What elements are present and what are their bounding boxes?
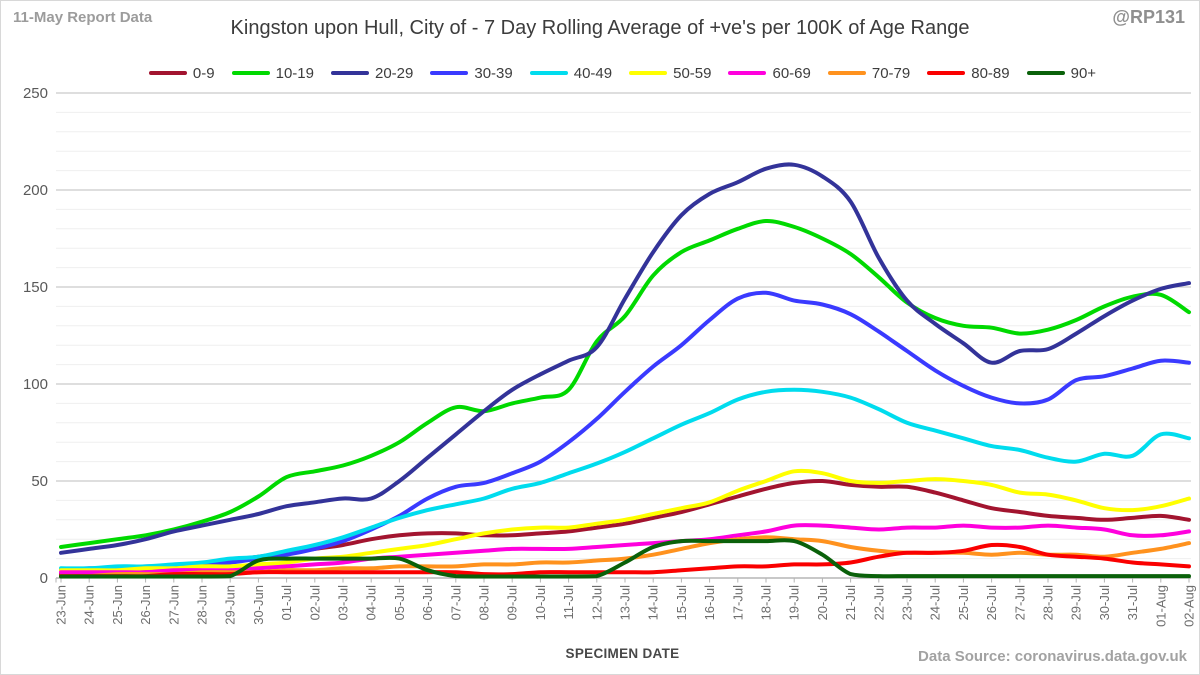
x-tick-label: 13-Jul <box>618 585 633 621</box>
legend-swatch-icon <box>1026 71 1065 75</box>
x-tick-label: 27-Jun <box>166 585 181 625</box>
legend-swatch-icon <box>927 71 966 75</box>
legend-label: 30-39 <box>474 64 513 82</box>
page-title: Kingston upon Hull, City of - 7 Day Roll… <box>230 17 970 39</box>
x-tick-label: 16-Jul <box>702 585 717 621</box>
legend-item-0-9: 0-9 <box>148 64 215 82</box>
legend-swatch-icon <box>231 71 270 75</box>
x-tick-label: 04-Jul <box>364 585 379 621</box>
x-tick-label: 09-Jul <box>505 585 520 621</box>
legend-label: 0-9 <box>192 64 215 82</box>
x-tick-label: 17-Jul <box>730 585 745 621</box>
legend-label: 60-69 <box>772 64 811 82</box>
legend-label: 70-79 <box>871 64 911 82</box>
series-line-10-19 <box>59 218 1191 549</box>
legend-item-70-79: 70-79 <box>827 64 911 82</box>
legend-swatch-icon <box>728 71 767 75</box>
x-tick-label: 26-Jul <box>984 585 999 621</box>
legend-item-90+: 90+ <box>1026 64 1097 82</box>
report-data-label: 11-May Report Data <box>13 9 153 26</box>
x-tick-label: 10-Jul <box>533 585 548 621</box>
x-tick-label: 06-Jul <box>420 585 435 621</box>
legend-item-80-89: 80-89 <box>927 64 1010 82</box>
x-tick-label: 20-Jul <box>815 585 830 621</box>
x-tick-label: 11-Jul <box>561 585 576 620</box>
y-tick-label: 250 <box>23 85 48 102</box>
legend-label: 80-89 <box>971 64 1010 82</box>
x-tick-label: 30-Jul <box>1097 585 1112 621</box>
x-tick-label: 02-Aug <box>1182 585 1197 627</box>
x-tick-label: 15-Jul <box>674 585 689 621</box>
x-tick-label: 31-Jul <box>1125 585 1140 621</box>
legend-label: 20-29 <box>374 64 414 82</box>
x-tick-label: 30-Jun <box>251 585 266 625</box>
legend-label: 50-59 <box>673 64 712 82</box>
x-tick-label: 01-Aug <box>1153 585 1168 627</box>
x-tick-label: 07-Jul <box>448 585 463 621</box>
legend-swatch-icon <box>529 71 568 75</box>
y-tick-label: 100 <box>23 376 48 393</box>
y-tick-label: 150 <box>23 279 48 296</box>
x-tick-label: 25-Jun <box>110 585 125 625</box>
x-tick-label: 22-Jul <box>871 585 886 621</box>
legend-swatch-icon <box>330 71 369 75</box>
x-tick-label: 03-Jul <box>336 585 351 621</box>
y-tick-label: 0 <box>40 570 48 587</box>
legend-swatch-icon <box>629 71 668 75</box>
legend-item-40-49: 40-49 <box>529 64 613 82</box>
legend-item-50-59: 50-59 <box>629 65 711 82</box>
x-tick-label: 23-Jul <box>900 585 915 621</box>
x-tick-label: 26-Jun <box>138 585 153 625</box>
series-line-20-29 <box>59 162 1191 555</box>
x-tick-label: 28-Jul <box>1041 585 1056 621</box>
x-tick-label: 12-Jul <box>589 585 604 621</box>
legend-item-30-39: 30-39 <box>430 64 513 82</box>
x-tick-label: 25-Jul <box>956 585 971 621</box>
x-tick-label: 08-Jul <box>477 585 492 621</box>
series-line-30-39 <box>59 290 1191 573</box>
legend-swatch-icon <box>430 71 469 75</box>
x-tick-label: 27-Jul <box>1012 585 1027 621</box>
x-tick-label: 21-Jul <box>843 585 858 621</box>
legend-item-60-69: 60-69 <box>728 64 811 82</box>
x-tick-label: 05-Jul <box>392 585 407 621</box>
legend-label: 10-19 <box>275 64 314 82</box>
legend-swatch-icon <box>827 71 866 75</box>
x-axis-title: SPECIMEN DATE <box>565 646 680 661</box>
series-line-80-89 <box>59 542 1191 579</box>
series-line-90+ <box>59 538 1191 579</box>
legend-swatch-icon <box>148 71 187 75</box>
series-line-60-69 <box>59 523 1191 575</box>
y-tick-label: 200 <box>23 182 48 199</box>
x-tick-label: 24-Jun <box>82 585 97 625</box>
y-tick-label: 50 <box>31 473 48 490</box>
legend-label: 90+ <box>1070 64 1097 82</box>
legend-item-10-19: 10-19 <box>231 64 314 82</box>
x-tick-label: 14-Jul <box>646 585 661 621</box>
x-tick-label: 02-Jul <box>307 585 322 621</box>
chart-legend: 0-9 10-19 20-29 30-39 40-49 50-59 60-69 70-79 80… <box>56 62 1189 84</box>
x-tick-label: 01-Jul <box>279 585 294 621</box>
x-tick-label: 29-Jun <box>223 585 238 625</box>
legend-item-20-29: 20-29 <box>330 64 414 82</box>
x-tick-label: 23-Jun <box>54 585 69 625</box>
x-tick-label: 24-Jul <box>928 585 943 621</box>
x-tick-label: 19-Jul <box>787 585 802 621</box>
watermark-handle: @RP131 <box>1112 7 1185 27</box>
x-tick-label: 29-Jul <box>1069 585 1084 621</box>
data-source-label: Data Source: coronavirus.data.gov.uk <box>918 648 1187 665</box>
legend-label: 40-49 <box>573 64 613 82</box>
x-tick-label: 28-Jun <box>195 585 210 625</box>
x-tick-label: 18-Jul <box>759 585 774 621</box>
series-line-40-49 <box>59 387 1191 571</box>
